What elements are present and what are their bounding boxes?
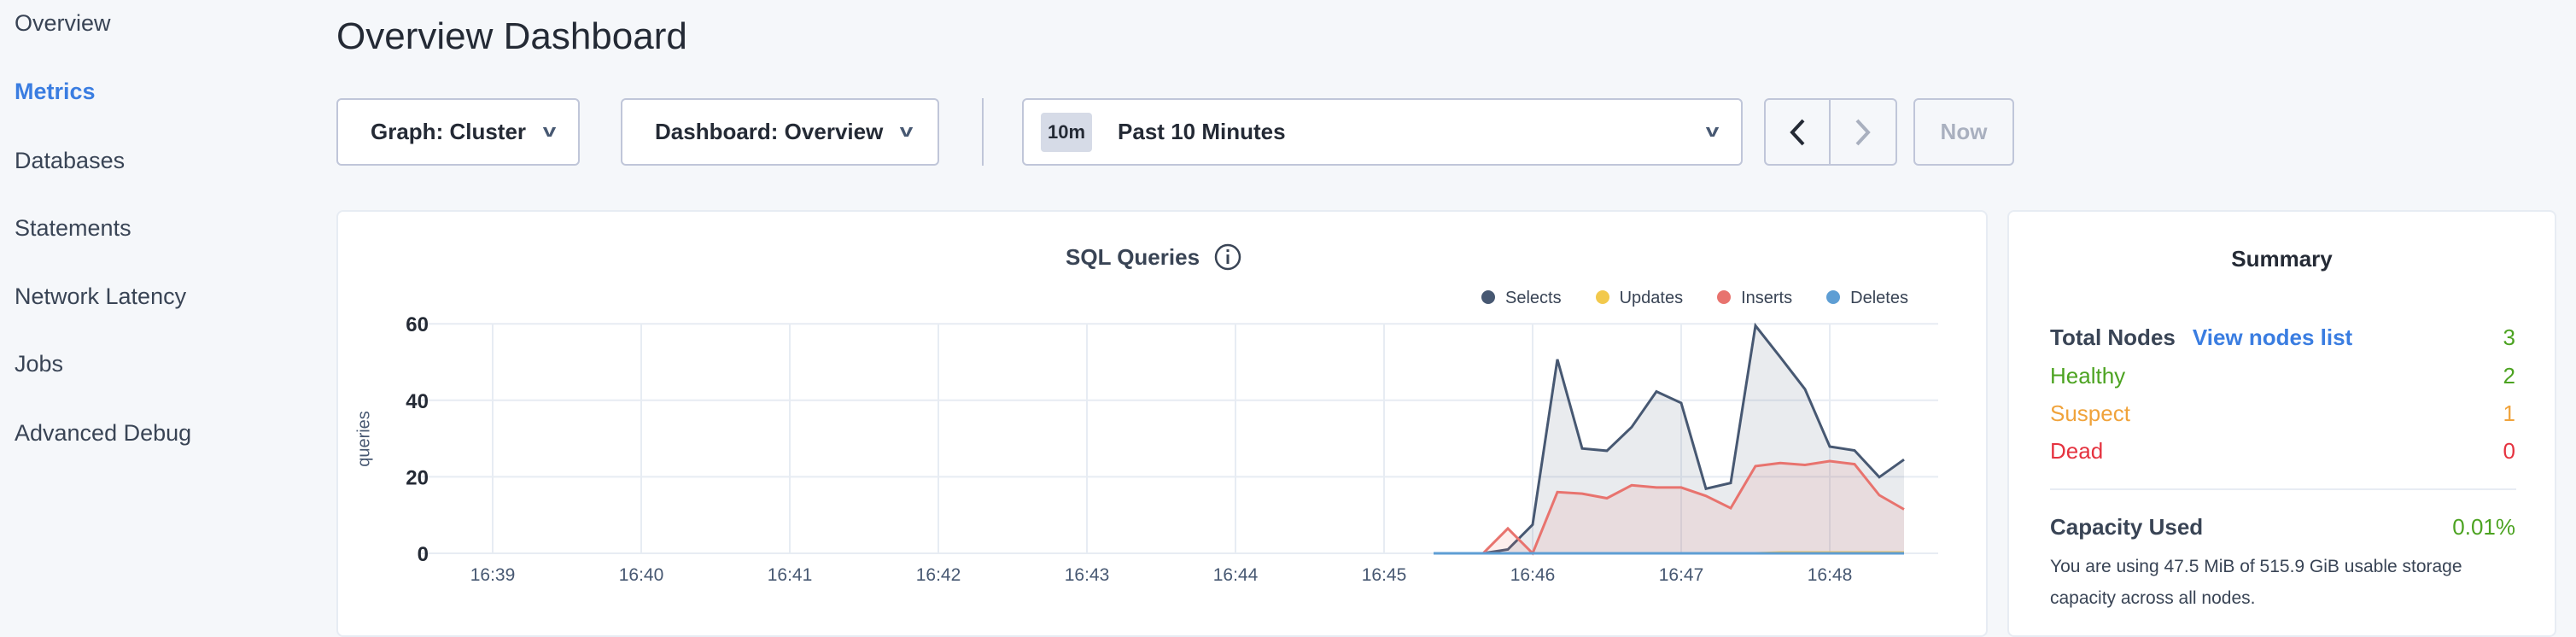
legend-label: Deletes xyxy=(1850,289,1908,307)
y-tick-label: 60 xyxy=(406,313,429,336)
y-tick-label: 40 xyxy=(406,390,429,413)
sidebar-item-statements[interactable]: Statements xyxy=(15,215,131,241)
legend-item-selects[interactable]: Selects xyxy=(1481,289,1562,308)
dashboard-dropdown-label: Dashboard: Overview xyxy=(655,119,884,144)
dead-label: Dead xyxy=(2050,438,2104,464)
time-badge: 10m xyxy=(1041,112,1093,152)
legend-dot-icon xyxy=(1826,290,1841,304)
capacity-row: Capacity Used 0.01% xyxy=(2050,514,2515,541)
x-tick-label: 16:43 xyxy=(1065,565,1110,585)
legend-label: Inserts xyxy=(1741,289,1793,307)
sidebar-item-overview[interactable]: Overview xyxy=(15,10,111,36)
suspect-label: Suspect xyxy=(2050,400,2130,426)
chevron-down-icon: v xyxy=(1705,122,1720,141)
dead-row: Dead 0 xyxy=(2050,438,2515,465)
x-tick-label: 16:46 xyxy=(1510,565,1556,585)
time-range-dropdown[interactable]: 10m Past 10 Minutes v xyxy=(1022,98,1743,166)
sql-queries-chart: 0 20 40 60 16:39 16:40 16:41 16:42 16:43 16:44 16:… xyxy=(406,313,1938,585)
legend-label: Selects xyxy=(1505,289,1562,307)
toolbar-divider xyxy=(982,98,984,166)
next-button[interactable] xyxy=(1831,100,1895,164)
y-tick-label: 0 xyxy=(418,543,429,566)
graph-dropdown[interactable]: Graph: Cluster v xyxy=(336,98,580,166)
total-nodes-value: 3 xyxy=(2503,324,2515,350)
y-axis-label: queries xyxy=(354,411,374,467)
x-tick-label: 16:41 xyxy=(768,565,813,585)
dead-value: 0 xyxy=(2503,438,2515,464)
suspect-value: 1 xyxy=(2503,400,2515,426)
x-tick-label: 16:48 xyxy=(1808,565,1853,585)
healthy-label: Healthy xyxy=(2050,363,2126,389)
capacity-label: Capacity Used xyxy=(2050,514,2204,540)
chart-legend: Selects Updates Inserts Deletes xyxy=(1481,289,1908,308)
graph-dropdown-label: Graph: Cluster xyxy=(371,119,527,144)
chart-title: SQL Queries xyxy=(1066,244,1200,270)
capacity-value: 0.01% xyxy=(2452,514,2515,540)
sidebar-item-advanced-debug[interactable]: Advanced Debug xyxy=(15,420,192,446)
series-line-inserts xyxy=(1434,459,1905,556)
x-tick-label: 16:40 xyxy=(619,565,664,585)
sql-queries-chart-card xyxy=(336,210,1988,637)
x-tick-label: 16:42 xyxy=(916,565,961,585)
legend-dot-icon xyxy=(1717,290,1732,304)
summary-card xyxy=(2007,210,2556,637)
time-range-label: Past 10 Minutes xyxy=(1118,119,1286,144)
legend-label: Updates xyxy=(1619,289,1684,307)
y-tick-label: 20 xyxy=(406,466,429,489)
x-tick-label: 16:45 xyxy=(1362,565,1407,585)
sidebar-item-databases[interactable]: Databases xyxy=(15,148,126,173)
legend-item-updates[interactable]: Updates xyxy=(1595,289,1684,308)
series-area-inserts xyxy=(1434,461,1904,553)
suspect-row: Suspect 1 xyxy=(2050,400,2515,427)
healthy-row: Healthy 2 xyxy=(2050,363,2515,389)
info-icon[interactable] xyxy=(1213,243,1242,272)
summary-divider xyxy=(2050,488,2516,490)
previous-button[interactable] xyxy=(1766,100,1831,164)
view-nodes-list-link[interactable]: View nodes list xyxy=(2192,324,2353,350)
legend-item-inserts[interactable]: Inserts xyxy=(1717,289,1792,308)
now-button[interactable]: Now xyxy=(1913,98,2014,166)
legend-dot-icon xyxy=(1595,290,1609,304)
dashboard-dropdown[interactable]: Dashboard: Overview v xyxy=(621,98,939,166)
total-nodes-label: Total Nodes xyxy=(2050,324,2176,350)
total-nodes-row: Total Nodes View nodes list 3 xyxy=(2050,324,2515,351)
series-area-selects xyxy=(1434,325,1904,553)
page-title: Overview Dashboard xyxy=(336,15,687,57)
chevron-down-icon: v xyxy=(900,122,914,141)
chevron-left-icon xyxy=(1790,119,1805,145)
summary-title: Summary xyxy=(2231,246,2333,272)
capacity-description: You are using 47.5 MiB of 515.9 GiB usab… xyxy=(2050,557,2462,608)
time-nav-group xyxy=(1764,98,1897,166)
x-tick-label: 16:39 xyxy=(470,565,516,585)
legend-dot-icon xyxy=(1481,290,1495,304)
x-tick-label: 16:47 xyxy=(1659,565,1704,585)
sidebar-item-metrics[interactable]: Metrics xyxy=(15,79,96,104)
sidebar-item-jobs[interactable]: Jobs xyxy=(15,351,64,377)
series-line-selects xyxy=(1434,322,1905,555)
x-tick-label: 16:44 xyxy=(1213,565,1259,585)
chevron-right-icon xyxy=(1855,119,1871,145)
healthy-value: 2 xyxy=(2503,363,2515,389)
sidebar-item-network-latency[interactable]: Network Latency xyxy=(15,283,187,309)
legend-item-deletes[interactable]: Deletes xyxy=(1826,289,1908,308)
chevron-down-icon: v xyxy=(542,122,557,141)
